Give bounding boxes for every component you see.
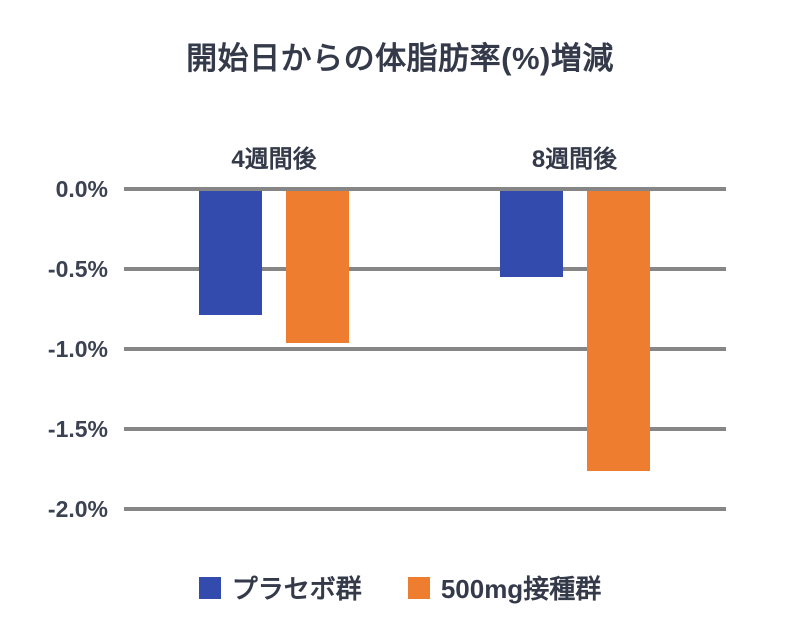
y-axis-tick-label: 0.0% xyxy=(55,176,108,202)
chart-title: 開始日からの体脂肪率(%)増減 xyxy=(186,41,614,76)
gridline xyxy=(124,507,726,511)
gridline xyxy=(124,427,726,431)
gridline xyxy=(124,267,726,271)
legend-swatch xyxy=(198,576,221,599)
legend: プラセボ群 500mg接種群 xyxy=(0,569,800,606)
y-axis-tick-label: -1.0% xyxy=(47,336,108,362)
legend-item-0: プラセボ群 xyxy=(198,569,362,606)
bar-series0-cat0 xyxy=(199,191,262,316)
gridline xyxy=(124,187,726,191)
y-axis-tick-label: -0.5% xyxy=(47,256,108,282)
bar-series1-cat1 xyxy=(586,191,650,471)
category-label: 8週間後 xyxy=(531,146,618,173)
legend-item-1: 500mg接種群 xyxy=(407,569,602,606)
gridline xyxy=(124,347,726,351)
y-axis-tick-label: -1.5% xyxy=(47,416,108,442)
legend-label: 500mg接種群 xyxy=(440,574,602,604)
bar-series1-cat0 xyxy=(286,191,349,343)
bar-series0-cat1 xyxy=(499,191,563,277)
legend-swatch xyxy=(407,576,430,599)
y-axis-tick-label: -2.0% xyxy=(47,496,108,522)
category-label: 4週間後 xyxy=(231,146,317,173)
legend-label: プラセボ群 xyxy=(231,574,362,604)
